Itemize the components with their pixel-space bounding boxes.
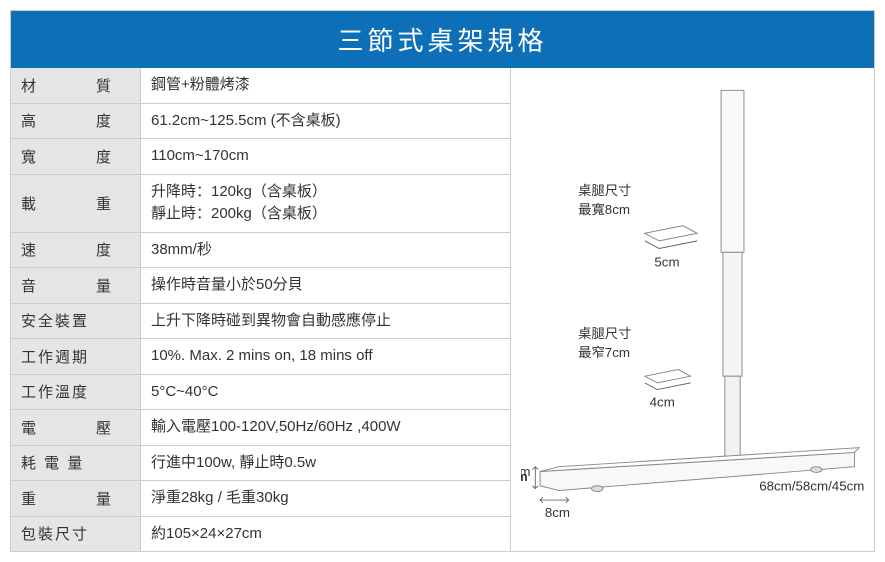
spec-row: 工作溫度5°C~40°C <box>11 375 510 411</box>
spec-row: 包裝尺寸約105×24×27cm <box>11 517 510 552</box>
spec-label: 載 重 <box>11 175 141 232</box>
spec-label: 工作週期 <box>11 339 141 374</box>
spec-container: 三節式桌架規格 材 質鋼管+粉體烤漆高 度61.2cm~125.5cm (不含桌… <box>10 10 875 552</box>
header-title: 三節式桌架規格 <box>11 11 874 68</box>
spec-label: 工作溫度 <box>11 375 141 410</box>
spec-row: 耗 電 量行進中100w, 靜止時0.5w <box>11 446 510 482</box>
body: 材 質鋼管+粉體烤漆高 度61.2cm~125.5cm (不含桌板)寬 度110… <box>11 68 874 551</box>
spec-row: 載 重升降時：120kg（含桌板） 靜止時：200kg（含桌板） <box>11 175 510 233</box>
spec-label: 音 量 <box>11 268 141 303</box>
leg-narrow-label1: 桌腿尺寸 <box>578 326 631 341</box>
leg-wide-dim: 5cm <box>654 255 679 270</box>
leg-diagram: 桌腿尺寸 最寬8cm 5cm 桌腿尺寸 最窄7cm 4cm 4cm 4cm <box>521 78 864 541</box>
foot-length: 68cm/58cm/45cm <box>759 479 864 494</box>
spec-row: 材 質鋼管+粉體烤漆 <box>11 68 510 104</box>
spec-value: 約105×24×27cm <box>141 517 510 552</box>
spec-row: 工作週期10%. Max. 2 mins on, 18 mins off <box>11 339 510 375</box>
spec-value: 上升下降時碰到異物會自動感應停止 <box>141 304 510 339</box>
spec-label: 速 度 <box>11 233 141 268</box>
spec-table: 材 質鋼管+粉體烤漆高 度61.2cm~125.5cm (不含桌板)寬 度110… <box>11 68 511 551</box>
spec-value: 行進中100w, 靜止時0.5w <box>141 446 510 481</box>
spec-label: 電 壓 <box>11 410 141 445</box>
spec-row: 寬 度110cm~170cm <box>11 139 510 175</box>
spec-value: 輸入電壓100-120V,50Hz/60Hz ,400W <box>141 410 510 445</box>
spec-row: 安全裝置上升下降時碰到異物會自動感應停止 <box>11 304 510 340</box>
spec-label: 包裝尺寸 <box>11 517 141 552</box>
spec-value: 110cm~170cm <box>141 139 510 174</box>
spec-label: 重 量 <box>11 481 141 516</box>
leg-wide-label1: 桌腿尺寸 <box>578 183 631 198</box>
spec-row: 速 度38mm/秒 <box>11 233 510 269</box>
spec-row: 音 量操作時音量小於50分貝 <box>11 268 510 304</box>
spec-value: 38mm/秒 <box>141 233 510 268</box>
spec-value: 淨重28kg / 毛重30kg <box>141 481 510 516</box>
spec-label: 材 質 <box>11 68 141 103</box>
spec-row: 電 壓輸入電壓100-120V,50Hz/60Hz ,400W <box>11 410 510 446</box>
spec-label: 安全裝置 <box>11 304 141 339</box>
leg-wide-label2: 最寬8cm <box>578 201 630 217</box>
spec-row: 重 量淨重28kg / 毛重30kg <box>11 481 510 517</box>
diagram-panel: 桌腿尺寸 最寬8cm 5cm 桌腿尺寸 最窄7cm 4cm 4cm 4cm <box>511 68 874 551</box>
svg-text:4cm: 4cm <box>521 469 528 484</box>
spec-value: 操作時音量小於50分貝 <box>141 268 510 303</box>
spec-value: 10%. Max. 2 mins on, 18 mins off <box>141 339 510 374</box>
spec-label: 寬 度 <box>11 139 141 174</box>
spec-row: 高 度61.2cm~125.5cm (不含桌板) <box>11 104 510 140</box>
spec-label: 耗 電 量 <box>11 446 141 481</box>
spec-value: 升降時：120kg（含桌板） 靜止時：200kg（含桌板） <box>141 175 510 232</box>
leg-narrow-label2: 最窄7cm <box>578 344 630 360</box>
spec-value: 鋼管+粉體烤漆 <box>141 68 510 103</box>
spec-value: 61.2cm~125.5cm (不含桌板) <box>141 104 510 139</box>
leg-narrow-dim: 4cm <box>650 395 675 410</box>
spec-value: 5°C~40°C <box>141 375 510 410</box>
foot-width: 8cm <box>545 505 570 520</box>
spec-label: 高 度 <box>11 104 141 139</box>
